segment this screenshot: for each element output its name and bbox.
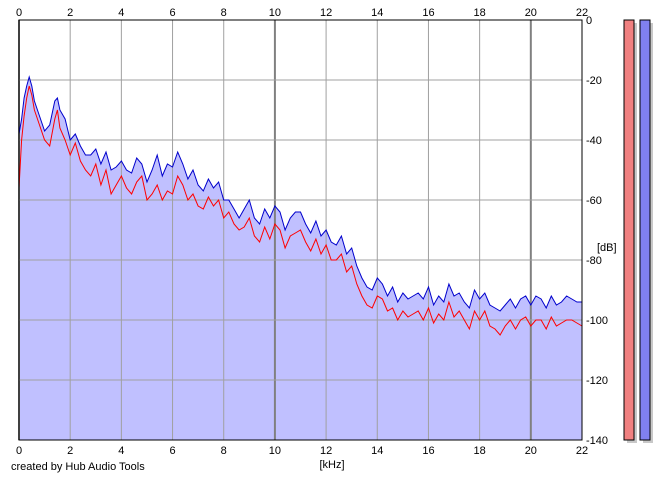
y-tick-label: 0 [586,15,592,27]
y-tick-label: -140 [586,435,608,447]
x-tick-label-top: 4 [118,7,124,19]
y-axis-label: [dB] [597,242,617,254]
x-tick-label-top: 14 [371,7,383,19]
x-axis-label: [kHz] [319,459,344,471]
y-tick-label: -80 [586,255,602,267]
x-tick-label-bottom: 10 [269,445,281,457]
x-tick-label-top: 0 [16,7,22,19]
plot-frame [18,19,583,441]
x-tick-label-top: 10 [269,7,281,19]
series-line-2 [18,75,582,312]
x-tick-label-top: 12 [320,7,332,19]
x-ticks-bottom: 0 2 4 6 8 10 12 14 16 18 20 22 [16,445,588,457]
level-meter-2 [639,19,651,441]
spectrum-area [19,77,582,440]
level-meter-1 [623,19,635,441]
x-tick-label-top: 16 [422,7,434,19]
area-fill [19,77,582,440]
x-tick-label-top: 6 [169,7,175,19]
x-tick-label-bottom: 0 [16,445,22,457]
credit-text: created by Hub Audio Tools [11,461,145,473]
x-tick-label-bottom: 12 [320,445,332,457]
x-tick-label-bottom: 14 [371,445,383,457]
x-tick-label-top: 22 [576,7,588,19]
x-ticks-top: 0 2 4 6 8 10 12 14 16 18 20 22 [16,7,588,19]
x-tick-label-bottom: 8 [221,445,227,457]
y-ticks: 0 -20 -40 -60 -80 -100 -120 -140 [586,15,608,447]
y-tick-label: -60 [586,195,602,207]
x-tick-label-top: 18 [474,7,486,19]
y-tick-label: -100 [586,315,608,327]
y-tick-label: -20 [586,75,602,87]
x-tick-label-top: 20 [525,7,537,19]
y-tick-label: -40 [586,135,602,147]
series-lines [18,75,583,336]
level-meters [623,19,653,443]
x-tick-label-bottom: 4 [118,445,124,457]
x-tick-label-top: 8 [221,7,227,19]
x-tick-label-bottom: 22 [576,445,588,457]
series-line-1 [18,85,583,336]
x-tick-label-bottom: 2 [67,445,73,457]
x-tick-label-bottom: 18 [474,445,486,457]
x-tick-label-top: 2 [67,7,73,19]
x-tick-label-bottom: 6 [169,445,175,457]
y-tick-label: -120 [586,375,608,387]
x-tick-label-bottom: 16 [422,445,434,457]
x-tick-label-bottom: 20 [525,445,537,457]
